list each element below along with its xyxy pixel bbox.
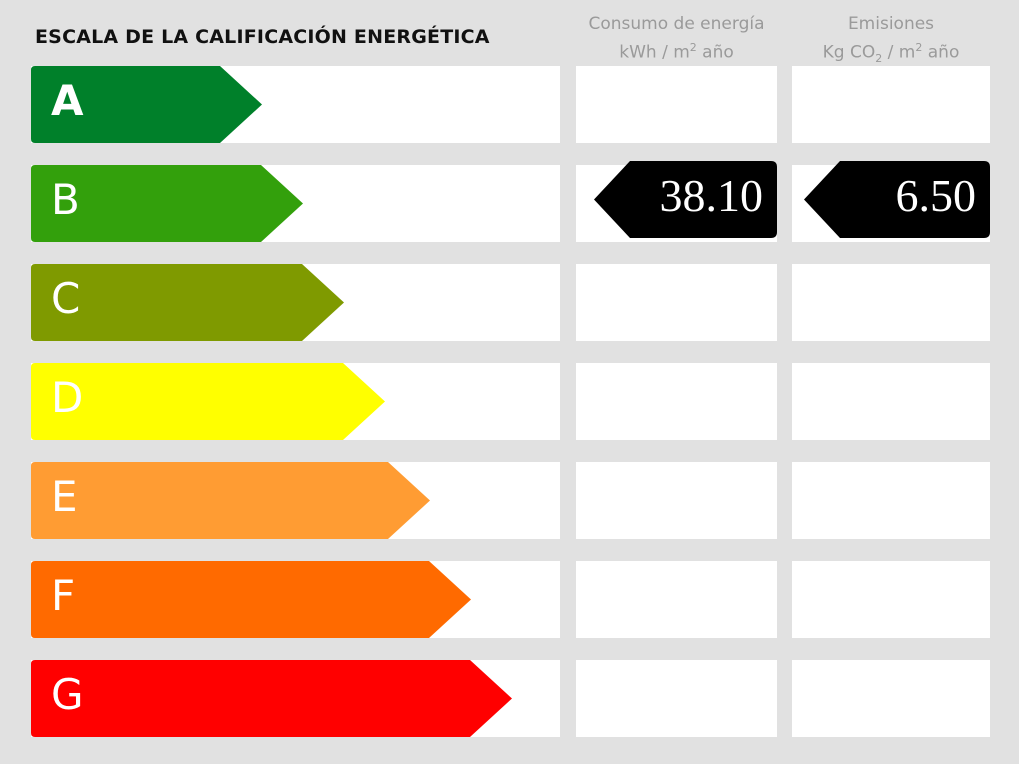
- emissions-cell-e: [792, 462, 990, 539]
- rating-letter: B: [51, 175, 80, 224]
- rating-arrow-shape: [31, 66, 262, 143]
- rating-bar-d: D: [31, 363, 385, 440]
- rating-arrow-shape: [31, 363, 385, 440]
- energy-value-tag-value: 38.10: [659, 170, 764, 221]
- energy-header-line1: Consumo de energía: [588, 14, 765, 34]
- rating-letter: C: [51, 274, 81, 323]
- emissions-value-tag-value: 6.50: [895, 170, 977, 221]
- emissions-cell-c: [792, 264, 990, 341]
- label-title: ESCALA DE LA CALIFICACIÓN ENERGÉTICA: [35, 26, 490, 48]
- rating-letter: G: [51, 670, 84, 719]
- emissions-cell-a: [792, 66, 990, 143]
- rating-bar-f: F: [31, 561, 471, 638]
- rating-bar-a: A: [31, 66, 262, 143]
- energy-cell-f: [576, 561, 777, 638]
- energy-cell-d: [576, 363, 777, 440]
- energy-cell-a: [576, 66, 777, 143]
- energy-value-tag: 38.10: [594, 161, 777, 238]
- rating-arrow-shape: [31, 165, 303, 242]
- rating-letter: E: [51, 472, 78, 521]
- rating-letter: D: [51, 373, 84, 422]
- emissions-cell-g: [792, 660, 990, 737]
- rating-arrow-shape: [31, 561, 471, 638]
- emissions-cell-f: [792, 561, 990, 638]
- rating-bar-b: B: [31, 165, 303, 242]
- emissions-cell-d: [792, 363, 990, 440]
- energy-cell-g: [576, 660, 777, 737]
- rating-arrow-shape: [31, 264, 344, 341]
- rating-arrow-shape: [31, 462, 430, 539]
- energy-column-header: Consumo de energía kWh / m2 año: [576, 12, 777, 65]
- emissions-column-header: Emisiones Kg CO2 / m2 año: [792, 12, 990, 71]
- rating-letter: F: [51, 571, 76, 620]
- emissions-header-unit: Kg CO2 / m2 año: [822, 41, 960, 66]
- rating-letter: A: [51, 76, 84, 125]
- rating-arrow-shape: [31, 660, 512, 737]
- rating-bar-e: E: [31, 462, 430, 539]
- emissions-value-tag: 6.50: [804, 161, 990, 238]
- energy-cell-e: [576, 462, 777, 539]
- emissions-header-line1: Emisiones: [847, 14, 935, 34]
- energy-cell-c: [576, 264, 777, 341]
- rating-bar-c: C: [31, 264, 344, 341]
- energy-header-unit: kWh / m2 año: [619, 41, 734, 63]
- rating-bar-g: G: [31, 660, 512, 737]
